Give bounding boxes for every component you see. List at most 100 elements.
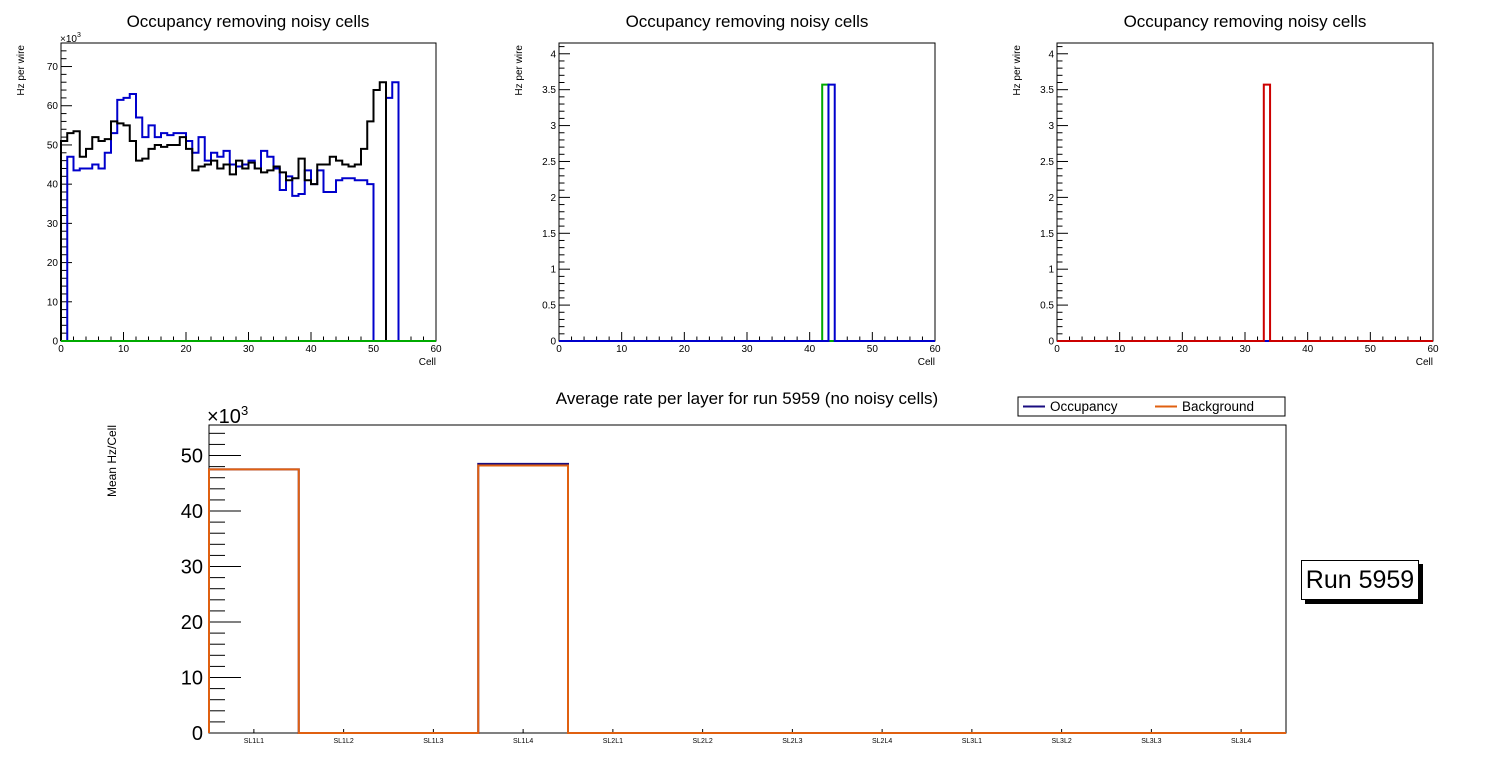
y-tick-label: 60 [47,101,59,112]
y-tick-label: 70 [47,62,59,73]
histogram-panel-3: Occupancy removing noisy cells Hz per wir… [1012,12,1439,368]
y-tick-label: 3.5 [1040,85,1054,96]
x-tick-label: 20 [1177,344,1189,355]
histogram-panel-2: Occupancy removing noisy cells Hz per wir… [514,12,941,368]
series-green-line [559,83,935,342]
category-label: SL2L3 [782,738,802,745]
x-tick-label: 20 [180,344,192,355]
x-tick-label: 50 [867,344,879,355]
category-label: SL1L1 [244,738,264,745]
y-tick-label: 1.5 [542,229,556,240]
x-tick-label: 40 [1302,344,1314,355]
x-tick-label: 30 [1239,344,1251,355]
x-tick-label: 60 [1427,344,1439,355]
x-tick-label: 30 [243,344,255,355]
x-axis-label: Cell [1416,357,1433,368]
y-exponent-power: 3 [241,403,248,418]
y-axis-label: Hz per wire [514,45,525,96]
panel-title: Occupancy removing noisy cells [127,12,370,31]
x-tick-label: 0 [58,344,64,355]
y-tick-label: 0 [1048,337,1054,348]
legend-label-occupancy: Occupancy [1050,399,1118,414]
category-label: SL3L3 [1141,738,1161,745]
x-tick-label: 10 [118,344,130,355]
y-tick-label: 2 [1048,193,1054,204]
y-tick-label: 0 [52,337,58,348]
x-tick-label: 50 [368,344,380,355]
y-tick-label: 2.5 [542,157,556,168]
y-tick-label: 1.5 [1040,229,1054,240]
y-tick-label: 2 [550,193,556,204]
y-tick-label: 1 [550,265,556,276]
plot-frame [1056,42,1434,342]
y-tick-label: 0.5 [542,301,556,312]
y-exponent-label: ×103 [207,403,248,428]
y-tick-label: 30 [47,219,59,230]
category-label: SL2L4 [872,738,892,745]
x-axis-label: Cell [419,357,436,368]
category-label: SL2L2 [693,738,713,745]
category-label: SL2L1 [603,738,623,745]
y-tick-label: 40 [181,501,203,523]
y-tick-label: 4 [1048,49,1054,60]
category-label: SL3L1 [962,738,982,745]
panel-title: Occupancy removing noisy cells [626,12,869,31]
y-tick-label: 20 [181,612,203,634]
x-tick-label: 60 [929,344,941,355]
series-background-line [208,464,1286,734]
y-tick-label: 10 [181,668,203,690]
series-red-line [1057,83,1433,342]
x-tick-label: 60 [430,344,442,355]
y-tick-label: 3 [550,121,556,132]
y-tick-label: 1 [1048,265,1054,276]
legend-box [1017,396,1286,417]
legend: Occupancy Background [1017,396,1286,417]
x-tick-label: 0 [1054,344,1060,355]
histogram-panel-1: Occupancy removing noisy cells Hz per wir… [16,12,442,368]
y-tick-label: 0.5 [1040,301,1054,312]
legend-label-background: Background [1182,399,1254,414]
category-label: SL1L2 [334,738,354,745]
series-blue-line [559,83,935,342]
y-axis-label: Mean Hz/Cell [105,425,119,497]
x-tick-label: 0 [556,344,562,355]
plot-frame [558,42,936,342]
y-tick-label: 2.5 [1040,157,1054,168]
y-exponent-label: ×103 [60,32,81,45]
plot-frame [208,424,1287,734]
y-tick-label: 50 [47,140,59,151]
category-label: SL3L2 [1052,738,1072,745]
y-tick-label: 30 [181,557,203,579]
y-axis-label: Hz per wire [16,45,27,96]
series-occupancy-line [208,462,1286,734]
y-tick-label: 0 [192,723,203,745]
y-tick-label: 4 [550,49,556,60]
y-tick-label: 20 [47,258,59,269]
category-label: SL1L4 [513,738,533,745]
panel-title: Occupancy removing noisy cells [1124,12,1367,31]
y-tick-label: 3.5 [542,85,556,96]
y-axis-label: Hz per wire [1012,45,1023,96]
y-tick-label: 50 [181,446,203,468]
x-tick-label: 20 [679,344,691,355]
category-label: SL3L4 [1231,738,1251,745]
x-tick-label: 50 [1365,344,1377,355]
x-tick-label: 10 [616,344,628,355]
category-label: SL1L3 [423,738,443,745]
x-tick-label: 40 [804,344,816,355]
y-tick-label: 40 [47,180,59,191]
x-tick-label: 10 [1114,344,1126,355]
x-tick-label: 40 [305,344,317,355]
y-tick-label: 3 [1048,121,1054,132]
run-label-box: Run 5959 [1301,560,1419,600]
x-tick-label: 30 [741,344,753,355]
x-axis-label: Cell [918,357,935,368]
panel-title: Average rate per layer for run 5959 (no … [556,389,938,408]
layer-rate-panel: Average rate per layer for run 5959 (no … [105,389,1287,745]
y-exponent-power: 3 [77,32,81,39]
run-label: Run 5959 [1305,565,1415,594]
y-tick-label: 10 [47,297,59,308]
y-tick-label: 0 [550,337,556,348]
series-black-line [60,81,436,342]
